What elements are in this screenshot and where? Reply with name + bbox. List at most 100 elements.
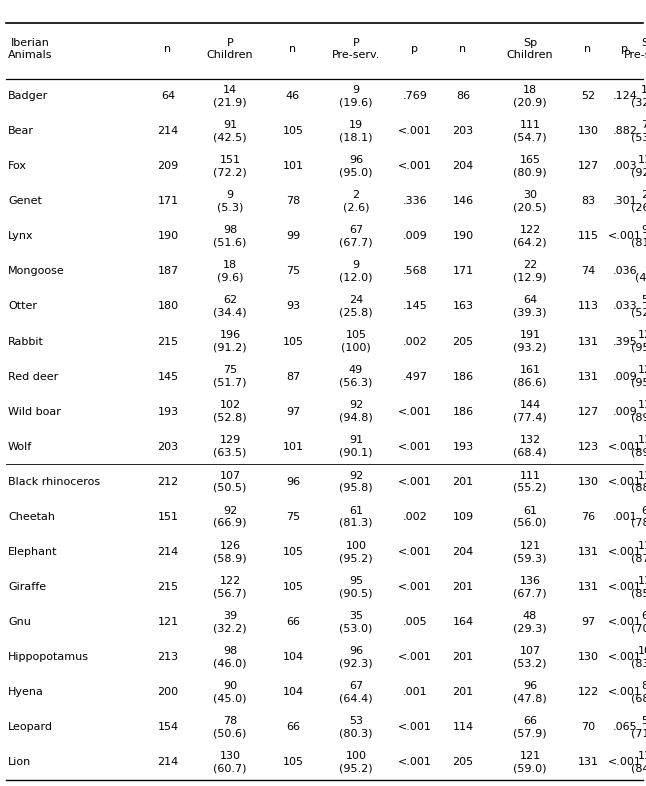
Text: Rabbit: Rabbit: [8, 336, 44, 347]
Text: 60
(78.9): 60 (78.9): [631, 505, 646, 528]
Text: 214: 214: [158, 757, 179, 767]
Text: 64: 64: [161, 91, 175, 101]
Text: Iberian
Animals: Iberian Animals: [8, 38, 52, 61]
Text: 101: 101: [282, 442, 304, 452]
Text: 171: 171: [158, 196, 178, 206]
Text: 154: 154: [158, 722, 178, 732]
Text: 180: 180: [158, 302, 178, 311]
Text: 22
(12.9): 22 (12.9): [513, 260, 547, 283]
Text: <.001: <.001: [398, 757, 432, 767]
Text: 213: 213: [158, 652, 178, 662]
Text: <.001: <.001: [608, 687, 642, 697]
Text: .497: .497: [402, 372, 428, 381]
Text: Hippopotamus: Hippopotamus: [8, 652, 89, 662]
Text: 70: 70: [581, 722, 595, 732]
Text: 95
(90.5): 95 (90.5): [339, 575, 373, 598]
Text: 113: 113: [578, 302, 598, 311]
Text: 193: 193: [158, 406, 178, 417]
Text: 18
(9.6): 18 (9.6): [217, 260, 244, 283]
Text: 52: 52: [581, 91, 595, 101]
Text: .124: .124: [612, 91, 638, 101]
Text: 110
(84.0): 110 (84.0): [631, 751, 646, 773]
Text: 112
(85.5): 112 (85.5): [631, 575, 646, 598]
Text: Bear: Bear: [8, 127, 34, 136]
Text: 127: 127: [578, 406, 599, 417]
Text: Red deer: Red deer: [8, 372, 58, 381]
Text: <.001: <.001: [398, 652, 432, 662]
Text: 104: 104: [282, 652, 304, 662]
Text: <.001: <.001: [608, 582, 642, 592]
Text: Sp
Children: Sp Children: [506, 38, 554, 61]
Text: 164: 164: [452, 617, 474, 627]
Text: Genet: Genet: [8, 196, 42, 206]
Text: <.001: <.001: [608, 442, 642, 452]
Text: 46: 46: [286, 91, 300, 101]
Text: 67
(64.4): 67 (64.4): [339, 681, 373, 703]
Text: 19
(18.1): 19 (18.1): [339, 120, 373, 142]
Text: 105: 105: [282, 582, 304, 592]
Text: 83: 83: [581, 196, 595, 206]
Text: 201: 201: [452, 652, 474, 662]
Text: 215: 215: [158, 582, 178, 592]
Text: Leopard: Leopard: [8, 722, 53, 732]
Text: Otter: Otter: [8, 302, 37, 311]
Text: 130: 130: [578, 477, 598, 487]
Text: .568: .568: [402, 266, 428, 277]
Text: .002: .002: [402, 336, 428, 347]
Text: 96
(95.0): 96 (95.0): [339, 155, 373, 178]
Text: .033: .033: [612, 302, 638, 311]
Text: 3
(4.1): 3 (4.1): [635, 260, 646, 283]
Text: Sp
Pre-serv.: Sp Pre-serv.: [624, 38, 646, 61]
Text: 204: 204: [452, 547, 474, 556]
Text: .001: .001: [402, 687, 427, 697]
Text: 130
(60.7): 130 (60.7): [213, 751, 247, 773]
Text: 9
(12.0): 9 (12.0): [339, 260, 373, 283]
Text: 107
(50.5): 107 (50.5): [213, 471, 247, 493]
Text: 111
(54.7): 111 (54.7): [513, 120, 547, 142]
Text: 90
(45.0): 90 (45.0): [213, 681, 247, 703]
Text: .009: .009: [402, 231, 428, 241]
Text: 105: 105: [282, 336, 304, 347]
Text: 68
(70.1): 68 (70.1): [631, 611, 646, 634]
Text: P
Pre-serv.: P Pre-serv.: [332, 38, 380, 61]
Text: 205: 205: [452, 336, 474, 347]
Text: 64
(39.3): 64 (39.3): [514, 296, 547, 318]
Text: Wild boar: Wild boar: [8, 406, 61, 417]
Text: 187: 187: [158, 266, 179, 277]
Text: 121
(59.3): 121 (59.3): [514, 541, 547, 563]
Text: 61
(81.3): 61 (81.3): [339, 505, 373, 528]
Text: <.001: <.001: [398, 161, 432, 171]
Text: <.001: <.001: [398, 442, 432, 452]
Text: 115
(87.8): 115 (87.8): [631, 541, 646, 563]
Text: <.001: <.001: [398, 406, 432, 417]
Text: 131: 131: [578, 547, 598, 556]
Text: 151
(72.2): 151 (72.2): [213, 155, 247, 178]
Text: 123: 123: [578, 442, 599, 452]
Text: Black rhinoceros: Black rhinoceros: [8, 477, 100, 487]
Text: 74: 74: [581, 266, 595, 277]
Text: <.001: <.001: [608, 547, 642, 556]
Text: 99: 99: [286, 231, 300, 241]
Text: 131: 131: [578, 757, 598, 767]
Text: 163: 163: [452, 302, 474, 311]
Text: 50
(71.4): 50 (71.4): [631, 716, 646, 738]
Text: 17
(32.7): 17 (32.7): [631, 85, 646, 108]
Text: Elephant: Elephant: [8, 547, 57, 556]
Text: 190: 190: [158, 231, 178, 241]
Text: 105: 105: [282, 127, 304, 136]
Text: 121
(59.0): 121 (59.0): [514, 751, 547, 773]
Text: 132
(68.4): 132 (68.4): [513, 435, 547, 458]
Text: Lynx: Lynx: [8, 231, 34, 241]
Text: 204: 204: [452, 161, 474, 171]
Text: 186: 186: [452, 406, 474, 417]
Text: 49
(56.3): 49 (56.3): [339, 365, 373, 387]
Text: 126
(58.9): 126 (58.9): [213, 541, 247, 563]
Text: 105: 105: [282, 757, 304, 767]
Text: 201: 201: [452, 687, 474, 697]
Text: 215: 215: [158, 336, 178, 347]
Text: 136
(67.7): 136 (67.7): [513, 575, 547, 598]
Text: 87: 87: [286, 372, 300, 381]
Text: .145: .145: [402, 302, 428, 311]
Text: 151: 151: [158, 512, 178, 522]
Text: 212: 212: [158, 477, 179, 487]
